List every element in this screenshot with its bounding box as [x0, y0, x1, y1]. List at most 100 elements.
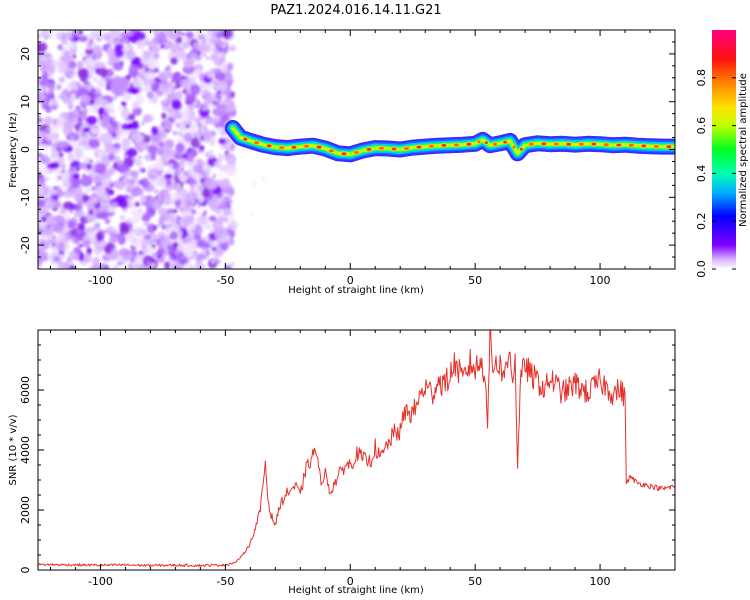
- noise-blob: [178, 137, 183, 143]
- noise-blob: [157, 191, 162, 197]
- noise-blob: [143, 77, 156, 87]
- noise-blob: [38, 34, 41, 39]
- noise-blob: [201, 39, 207, 44]
- noise-blob: [172, 208, 178, 214]
- noise-blob: [136, 264, 145, 269]
- noise-blob: [157, 231, 166, 241]
- noise-blob: [121, 101, 127, 107]
- noise-blob: [206, 202, 210, 206]
- noise-blob: [228, 187, 235, 197]
- noise-blob: [113, 135, 120, 142]
- noise-blob: [94, 87, 102, 94]
- noise-blob: [164, 97, 174, 105]
- noise-blob: [194, 30, 201, 36]
- noise-blob: [89, 30, 102, 40]
- noise-blob: [121, 140, 130, 148]
- noise-blob: [58, 76, 65, 84]
- noise-blob: [117, 232, 126, 245]
- noise-blob: [152, 200, 161, 211]
- colorbar-tick-label: 0.4: [695, 165, 708, 183]
- noise-blob: [103, 229, 108, 234]
- noise-blob: [142, 246, 150, 255]
- noise-blob: [163, 119, 173, 131]
- noise-blob: [70, 81, 79, 90]
- noise-blob: [57, 232, 67, 242]
- noise-blob: [193, 164, 204, 174]
- noise-blob: [219, 166, 225, 171]
- spectrogram-y-label: Frequency (Hz): [8, 112, 19, 188]
- signal-hotspot-core: [404, 147, 409, 150]
- snr-y-tick-label: 2000: [19, 496, 32, 524]
- noise-blob: [135, 217, 140, 222]
- noise-blob: [185, 91, 196, 104]
- noise-blob: [164, 169, 170, 174]
- noise-blob: [153, 225, 158, 230]
- noise-blob: [131, 122, 138, 130]
- noise-blob: [96, 245, 105, 252]
- noise-blob: [197, 43, 209, 53]
- noise-blob: [218, 173, 222, 177]
- noise-blob: [230, 91, 235, 98]
- noise-blob: [197, 204, 202, 209]
- noise-blob: [57, 261, 66, 269]
- noise-blob: [162, 193, 172, 206]
- noise-blob: [186, 110, 196, 120]
- noise-blob: [163, 211, 172, 221]
- noise-blob: [53, 143, 57, 147]
- noise-blob: [153, 188, 159, 194]
- noise-blob: [150, 151, 157, 161]
- noise-blob: [43, 228, 53, 236]
- noise-blob: [171, 179, 176, 185]
- noise-blob: [71, 30, 76, 33]
- noise-blob: [224, 150, 229, 155]
- noise-blob: [143, 39, 152, 46]
- noise-blob: [79, 241, 84, 244]
- noise-blob: [43, 116, 54, 125]
- noise-blob: [138, 142, 151, 151]
- noise-blob: [225, 101, 235, 114]
- noise-blob: [47, 188, 57, 196]
- noise-blob: [110, 226, 116, 233]
- noise-blob: [121, 123, 133, 131]
- noise-blob: [40, 231, 45, 238]
- signal-hotspot-core: [366, 147, 372, 151]
- noise-blob: [92, 77, 97, 82]
- signal-hotspot-core: [654, 145, 659, 148]
- noise-blob: [69, 264, 76, 269]
- noise-blob: [146, 223, 157, 234]
- noise-blob: [63, 201, 74, 210]
- noise-blob: [133, 227, 143, 235]
- noise-blob: [154, 69, 160, 73]
- noise-blob: [125, 49, 136, 61]
- noise-blob: [228, 157, 233, 162]
- noise-blob: [115, 90, 120, 98]
- noise-blob: [113, 37, 119, 43]
- noise-blob: [54, 104, 59, 108]
- noise-blob: [39, 156, 48, 164]
- noise-blob: [158, 239, 166, 247]
- noise-blob: [157, 246, 165, 256]
- noise-blob: [86, 163, 93, 170]
- noise-blob: [202, 52, 207, 58]
- noise-blob: [156, 178, 168, 187]
- noise-blob: [94, 163, 107, 175]
- noise-blob: [180, 79, 187, 86]
- noise-blob: [69, 209, 73, 213]
- noise-blob: [140, 120, 145, 127]
- signal-hotspot-core: [379, 146, 384, 150]
- noise-blob: [188, 53, 196, 59]
- noise-blob: [64, 188, 73, 199]
- signal-hotspot-core: [512, 145, 516, 149]
- noise-blob: [181, 36, 188, 43]
- noise-blob: [83, 145, 91, 151]
- noise-blob: [123, 38, 129, 43]
- noise-blob: [118, 248, 131, 257]
- noise-blob: [136, 38, 145, 49]
- noise-blob: [70, 160, 82, 172]
- noise-blob: [253, 183, 256, 186]
- noise-blob: [117, 261, 122, 266]
- noise-blob: [82, 108, 88, 114]
- noise-blob: [82, 240, 91, 246]
- noise-blob: [143, 233, 150, 242]
